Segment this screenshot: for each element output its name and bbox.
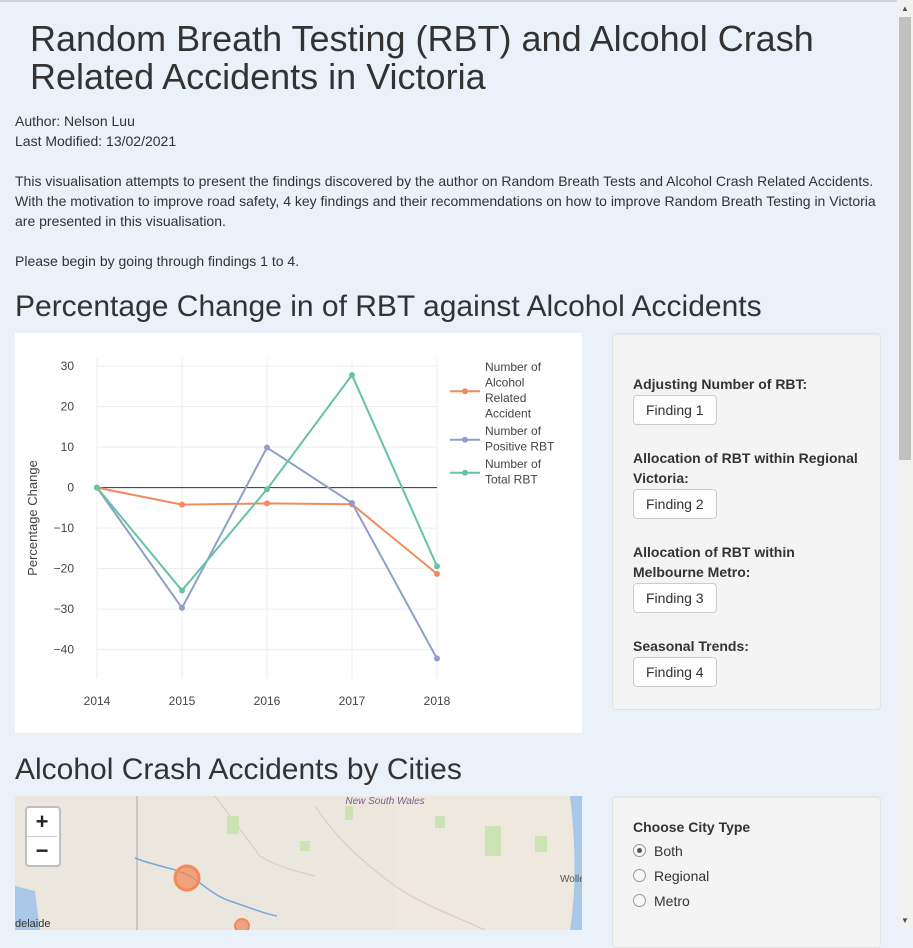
- data-point[interactable]: [264, 486, 270, 493]
- map-marker[interactable]: [173, 864, 201, 892]
- data-point[interactable]: [349, 372, 355, 379]
- finding-1-button[interactable]: Finding 1: [633, 395, 717, 425]
- line-chart: 30 20 10 0 −10 −20 −30 −40 2014 2015 2016 2017 2018 P…: [25, 358, 555, 708]
- last-modified-text: Last Modified: 13/02/2021: [15, 133, 177, 149]
- map-label-wollongong: Wolle: [560, 874, 582, 885]
- data-point[interactable]: [179, 604, 185, 611]
- legend-label[interactable]: Number of: [485, 424, 542, 438]
- finding-2-label: Allocation of RBT within Regional Victor…: [633, 450, 858, 486]
- finding-1-label: Adjusting Number of RBT:: [633, 376, 808, 392]
- y-tick-label: 20: [61, 400, 75, 414]
- radio-button-metro[interactable]: [633, 894, 646, 907]
- map-label-adelaide: delaide: [15, 918, 50, 930]
- scrollbar-thumb[interactable]: [899, 17, 911, 460]
- data-point[interactable]: [179, 501, 185, 508]
- map-marker[interactable]: [234, 918, 250, 930]
- section-title-percentage-change: Percentage Change in of RBT against Alco…: [15, 290, 762, 323]
- legend-marker: [462, 469, 468, 476]
- city-type-panel: Choose City Type Both Regional Metro: [612, 796, 881, 948]
- data-point[interactable]: [264, 444, 270, 451]
- radio-label-both: Both: [654, 843, 683, 859]
- data-point[interactable]: [94, 484, 100, 491]
- radio-option-metro[interactable]: Metro: [633, 891, 690, 911]
- begin-instruction: Please begin by going through findings 1…: [15, 253, 300, 269]
- meta-info: Author: Nelson Luu Last Modified: 13/02/…: [15, 111, 176, 151]
- findings-panel: Adjusting Number of RBT: Finding 1 Alloc…: [612, 333, 881, 710]
- data-point[interactable]: [349, 500, 355, 507]
- x-tick-label: 2018: [424, 694, 451, 708]
- legend-label[interactable]: Positive RBT: [485, 440, 555, 454]
- map-label-nsw: New South Wales: [345, 796, 424, 807]
- data-point[interactable]: [179, 587, 185, 594]
- zoom-in-button[interactable]: +: [27, 808, 57, 837]
- map-zoom-control: + −: [25, 806, 61, 867]
- finding-4-button[interactable]: Finding 4: [633, 657, 717, 687]
- legend-label[interactable]: Number of: [485, 360, 542, 374]
- section-title-cities: Alcohol Crash Accidents by Cities: [15, 753, 462, 786]
- finding-4-label: Seasonal Trends:: [633, 638, 749, 654]
- radio-option-both[interactable]: Both: [633, 841, 683, 861]
- page: Random Breath Testing (RBT) and Alcohol …: [15, 18, 881, 948]
- y-tick-label: −10: [54, 521, 75, 535]
- finding-3-label: Allocation of RBT within Melbourne Metro…: [633, 544, 795, 580]
- legend-label[interactable]: Related: [485, 391, 526, 405]
- legend-label[interactable]: Accident: [485, 407, 532, 421]
- y-tick-label: 10: [61, 440, 75, 454]
- finding-3-button[interactable]: Finding 3: [633, 583, 717, 613]
- y-axis-label: Percentage Change: [25, 460, 40, 576]
- x-tick-label: 2015: [169, 694, 196, 708]
- author-text: Author: Nelson Luu: [15, 113, 135, 129]
- y-tick-label: −20: [54, 562, 75, 576]
- scroll-down-arrow-icon[interactable]: ▼: [901, 916, 909, 925]
- legend-label[interactable]: Alcohol: [485, 376, 524, 390]
- data-point[interactable]: [434, 570, 440, 577]
- data-point[interactable]: [434, 655, 440, 662]
- y-tick-label: −40: [54, 643, 75, 657]
- city-type-label: Choose City Type: [633, 819, 751, 835]
- page-title: Random Breath Testing (RBT) and Alcohol …: [30, 18, 814, 97]
- x-tick-label: 2014: [84, 694, 111, 708]
- vertical-scrollbar[interactable]: ▲ ▼: [897, 0, 913, 930]
- legend-marker: [462, 436, 468, 443]
- scroll-up-arrow-icon[interactable]: ▲: [901, 4, 909, 13]
- legend-label[interactable]: Number of: [485, 457, 542, 471]
- x-tick-label: 2017: [339, 694, 366, 708]
- y-tick-label: 30: [61, 359, 75, 373]
- radio-button-regional[interactable]: [633, 869, 646, 882]
- map-tiles[interactable]: New South Wales Wolle delaide: [15, 796, 582, 930]
- y-tick-label: −30: [54, 602, 75, 616]
- zoom-out-button[interactable]: −: [35, 838, 49, 863]
- y-tick-label: 0: [67, 481, 74, 495]
- radio-button-both[interactable]: [633, 844, 646, 857]
- radio-label-regional: Regional: [654, 868, 710, 884]
- legend-label[interactable]: Total RBT: [485, 473, 538, 487]
- radio-option-regional[interactable]: Regional: [633, 866, 709, 886]
- map-container[interactable]: New South Wales Wolle delaide + −: [15, 796, 582, 930]
- top-border: [0, 0, 897, 2]
- finding-2-button[interactable]: Finding 2: [633, 489, 717, 519]
- data-point[interactable]: [434, 563, 440, 570]
- line-chart-container: 30 20 10 0 −10 −20 −30 −40 2014 2015 2016 2017 2018 P…: [15, 333, 582, 733]
- intro-paragraph: This visualisation attempts to present t…: [15, 173, 876, 229]
- legend-marker: [462, 388, 468, 395]
- radio-label-metro: Metro: [654, 893, 690, 909]
- x-tick-label: 2016: [254, 694, 281, 708]
- data-point[interactable]: [264, 500, 270, 507]
